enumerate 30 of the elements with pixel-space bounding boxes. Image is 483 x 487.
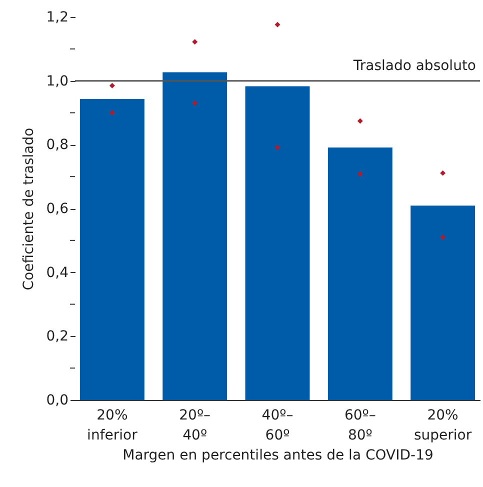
point: [192, 100, 198, 106]
bar: [80, 99, 144, 400]
x-tick-label: 20º–40º: [179, 408, 211, 444]
point: [357, 118, 363, 124]
point: [109, 82, 115, 88]
point: [357, 171, 363, 177]
x-tick-label: 20% superior: [414, 408, 472, 444]
point: [440, 234, 446, 240]
y-axis-title: Coeficiente de traslado: [21, 128, 38, 290]
y-tick-label: 0,4: [46, 264, 69, 281]
point: [440, 170, 446, 176]
y-tick-label: 1,0: [46, 73, 68, 90]
y-tick-label: 0,0: [46, 392, 68, 408]
x-axis-title: Margen en percentiles antes de la COVID-19: [122, 448, 434, 464]
y-tick-label: 0,6: [46, 201, 69, 217]
bar: [328, 148, 392, 400]
bar: [162, 72, 228, 400]
x-tick-label: 60º–80º: [344, 408, 376, 444]
y-tick-label: 1,2: [46, 10, 68, 26]
ref-line-label: Traslado absoluto: [352, 58, 476, 74]
point: [274, 22, 280, 28]
y-tick-label: 0,8: [46, 137, 68, 154]
bar: [245, 86, 310, 400]
y-tick-label: 0,2: [46, 328, 68, 345]
x-tick-label: 40º–60º: [262, 408, 294, 444]
point: [109, 110, 115, 116]
bar: [410, 206, 476, 400]
point: [274, 144, 280, 150]
x-tick-label: 20% inferior: [87, 408, 138, 444]
point: [192, 39, 198, 45]
